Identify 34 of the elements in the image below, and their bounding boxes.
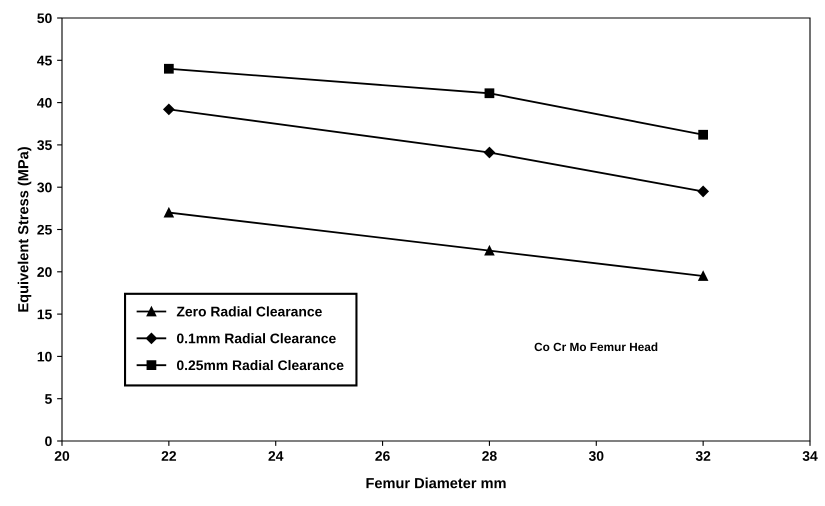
y-tick-label: 10 — [38, 352, 52, 362]
x-tick-label: 22 — [162, 451, 176, 461]
y-tick-label: 20 — [37, 267, 52, 277]
y-tick-label: 35 — [37, 140, 52, 150]
point — [698, 186, 709, 198]
x-axis-title: Femur Diameter mm — [366, 478, 506, 488]
annotation: Co Cr Mo Femur Head — [534, 342, 658, 352]
y-tick-label: 40 — [37, 98, 52, 108]
y-tick-label: 50 — [37, 13, 52, 24]
y-axis-title: Equivelent Stress (MPa) — [18, 147, 32, 312]
point — [163, 104, 174, 115]
x-tick-label: 30 — [588, 451, 604, 461]
point — [164, 208, 174, 218]
x-tick-label: 34 — [802, 451, 818, 461]
x-tick-label: 32 — [696, 451, 710, 461]
x-tick-label: 24 — [268, 451, 284, 461]
point — [164, 64, 174, 74]
point — [698, 130, 708, 140]
legend-label: 0.1mm Radial Clearance — [176, 333, 336, 344]
x-tick-label: 26 — [375, 451, 390, 461]
y-tick-label: 30 — [37, 182, 52, 192]
legend-label: 0.25mm Radial Clearance — [176, 360, 344, 370]
x-tick-label: 28 — [482, 451, 497, 461]
point — [484, 88, 494, 98]
y-tick-label: 45 — [37, 56, 52, 66]
y-tick-label: 5 — [44, 394, 52, 404]
y-tick-label: 0 — [45, 436, 52, 446]
legend-label: Zero Radial Clearance — [176, 306, 322, 316]
point — [698, 271, 708, 281]
x-tick-label: 20 — [54, 451, 70, 461]
point — [484, 246, 494, 256]
y-tick-label: 25 — [37, 224, 52, 235]
y-tick-label: 15 — [38, 310, 52, 320]
point — [484, 146, 496, 158]
